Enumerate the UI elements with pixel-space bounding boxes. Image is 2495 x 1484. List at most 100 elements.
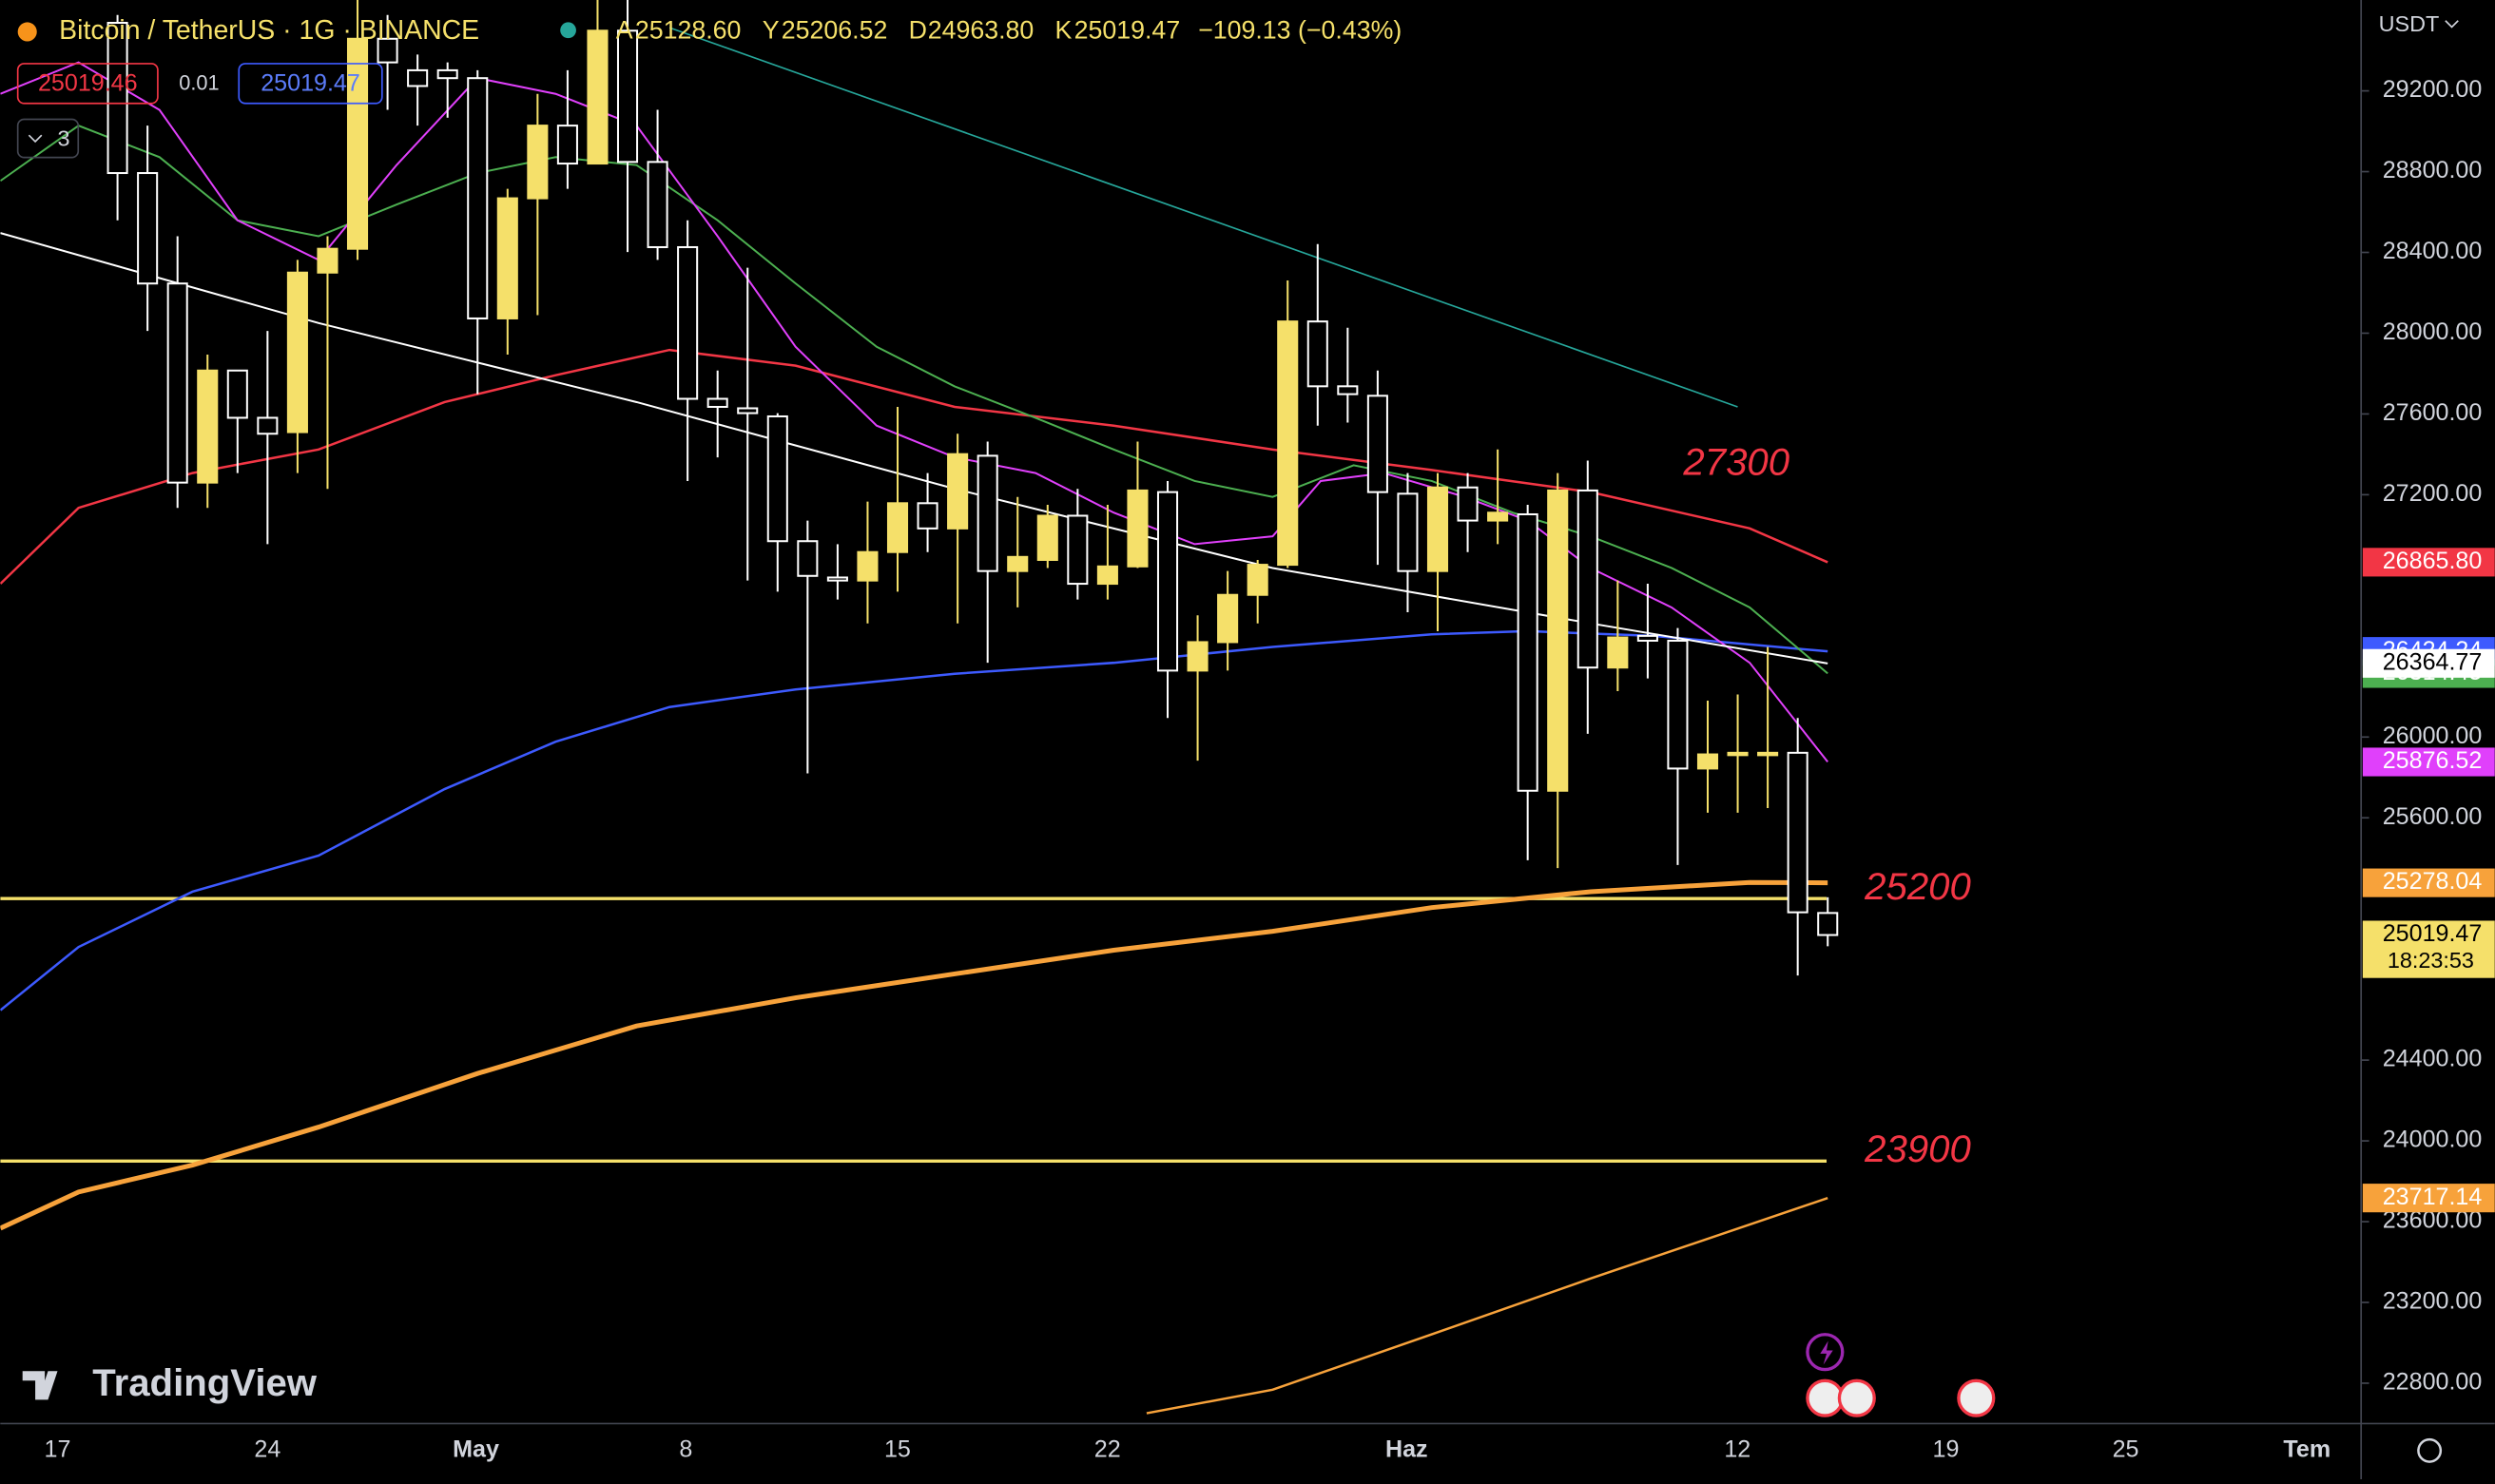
moving-average: [1146, 1197, 1828, 1415]
candle-body: [647, 161, 668, 248]
bolt: [1820, 1340, 1833, 1365]
candle-body: [1517, 512, 1538, 792]
candle-body: [197, 369, 219, 484]
time-axis: 17 24 May 8 15 22 Haz 12 19 25 Tem: [45, 1436, 2331, 1463]
y-tick-label: 26000.00: [2383, 723, 2483, 749]
ohlc-values: A 25128.60 Y 25206.52 D 24963.80 K 25019.47 −109…: [616, 16, 1402, 45]
logo-text: TradingView: [92, 1361, 317, 1404]
candle-body: [587, 29, 609, 165]
level-label: 27300: [1682, 441, 1789, 484]
candle-body: [1187, 641, 1209, 672]
symbol[interactable]: Bitcoin / TetherUS · 1G · BINANCE: [59, 15, 479, 46]
candle-body: [1576, 489, 1598, 669]
price-label: 26364.77: [2383, 648, 2483, 675]
event-icon[interactable]: [1806, 1333, 1845, 1372]
candle-body: [1277, 320, 1299, 567]
price-axis: 29200.00 28800.00 28400.00 28000.00 27600.00…: [2361, 76, 2495, 1396]
currency-chevron: [2445, 20, 2459, 29]
x-tick-label: 19: [1933, 1436, 1960, 1463]
plot-area: 25200 23900 27300: [0, 0, 1971, 1415]
candle-body: [1817, 912, 1839, 936]
candle-body: [1096, 565, 1118, 586]
events: [1806, 1333, 1996, 1417]
last-price-box: [2362, 920, 2495, 978]
candle-body: [917, 502, 938, 530]
candle-body: [1247, 564, 1268, 596]
candle-body: [1667, 639, 1689, 770]
level-label: 25200: [1864, 865, 1971, 908]
moving-average: [668, 27, 1738, 408]
y-tick-label: 29200.00: [2383, 76, 2483, 103]
indicators-toggle[interactable]: [16, 118, 80, 159]
candle-body: [407, 68, 429, 87]
ohlc-value: 25206.52: [782, 16, 888, 45]
x-tick-label: 12: [1724, 1436, 1750, 1463]
moving-average: [0, 629, 1828, 1012]
candle-body: [1127, 489, 1149, 568]
header: Bitcoin / TetherUS · 1G · BINANCE A 25128…: [16, 11, 2459, 159]
y-tick-label: 24000.00: [2383, 1127, 2483, 1153]
candle-body: [737, 407, 759, 414]
y-tick-label: 28000.00: [2383, 318, 2483, 345]
candle-body: [826, 576, 848, 582]
candle-body: [797, 540, 819, 577]
candle-body: [1156, 491, 1179, 672]
candle-body: [226, 369, 248, 419]
candle-body: [1337, 385, 1359, 395]
price-label-box: [2362, 1184, 2495, 1213]
candle-body: [1426, 486, 1449, 572]
candle-body: [137, 172, 159, 285]
price-label: 23717.14: [2383, 1184, 2483, 1210]
candle-body: [436, 68, 458, 80]
us-flag-event[interactable]: [1957, 1378, 1996, 1417]
candle-body: [947, 453, 969, 530]
ohlc-key: D: [909, 16, 927, 45]
status-dot: [560, 22, 576, 39]
candle-body: [1547, 489, 1569, 792]
logo-mark: [22, 1371, 58, 1400]
watermark: TradingView: [22, 1361, 318, 1404]
us-flag-event[interactable]: [1837, 1378, 1876, 1417]
price-label-box: [2362, 548, 2495, 577]
candle-body: [616, 29, 639, 164]
y-tick-label: 23200.00: [2383, 1288, 2483, 1315]
candle-body: [677, 245, 699, 400]
spread: 0.01: [179, 70, 219, 94]
price-label-box: [2362, 747, 2495, 777]
y-tick-label: 28800.00: [2383, 157, 2483, 183]
sell-box[interactable]: [16, 63, 159, 105]
candle-body: [1457, 486, 1479, 522]
candle-body: [766, 414, 788, 543]
candle-body: [556, 125, 578, 165]
candle-body: [1306, 320, 1328, 388]
us-flag-event[interactable]: [1806, 1378, 1845, 1417]
indicators-count: 3: [58, 125, 70, 150]
currency[interactable]: USDT: [2379, 11, 2440, 36]
settings-icon[interactable]: [2417, 1437, 2443, 1463]
x-tick-label: 22: [1094, 1436, 1121, 1463]
candle-body: [977, 454, 998, 572]
candle-body: [1067, 514, 1089, 586]
last-price: 25019.47: [2383, 920, 2483, 947]
moving-average: [0, 879, 1828, 1231]
y-tick-label: 24400.00: [2383, 1046, 2483, 1072]
candle-body: [496, 197, 518, 319]
level-label: 23900: [1864, 1127, 1971, 1170]
candle-body: [1727, 751, 1749, 757]
ohlc-value: 25128.60: [635, 16, 742, 45]
candle-body: [1787, 751, 1808, 914]
candle-body: [257, 416, 279, 435]
price-label-box: [2362, 868, 2495, 897]
y-tick-label: 27200.00: [2383, 480, 2483, 507]
coin-icon: [17, 22, 37, 42]
x-tick-label: Haz: [1385, 1436, 1428, 1463]
y-tick-label: 27600.00: [2383, 399, 2483, 426]
candle-body: [1607, 636, 1629, 669]
candle-body: [1757, 751, 1779, 757]
ohlc-key: K: [1055, 16, 1073, 45]
price-label: 26865.80: [2383, 548, 2483, 574]
buy-box[interactable]: [238, 63, 383, 105]
candle-body: [1007, 555, 1029, 572]
